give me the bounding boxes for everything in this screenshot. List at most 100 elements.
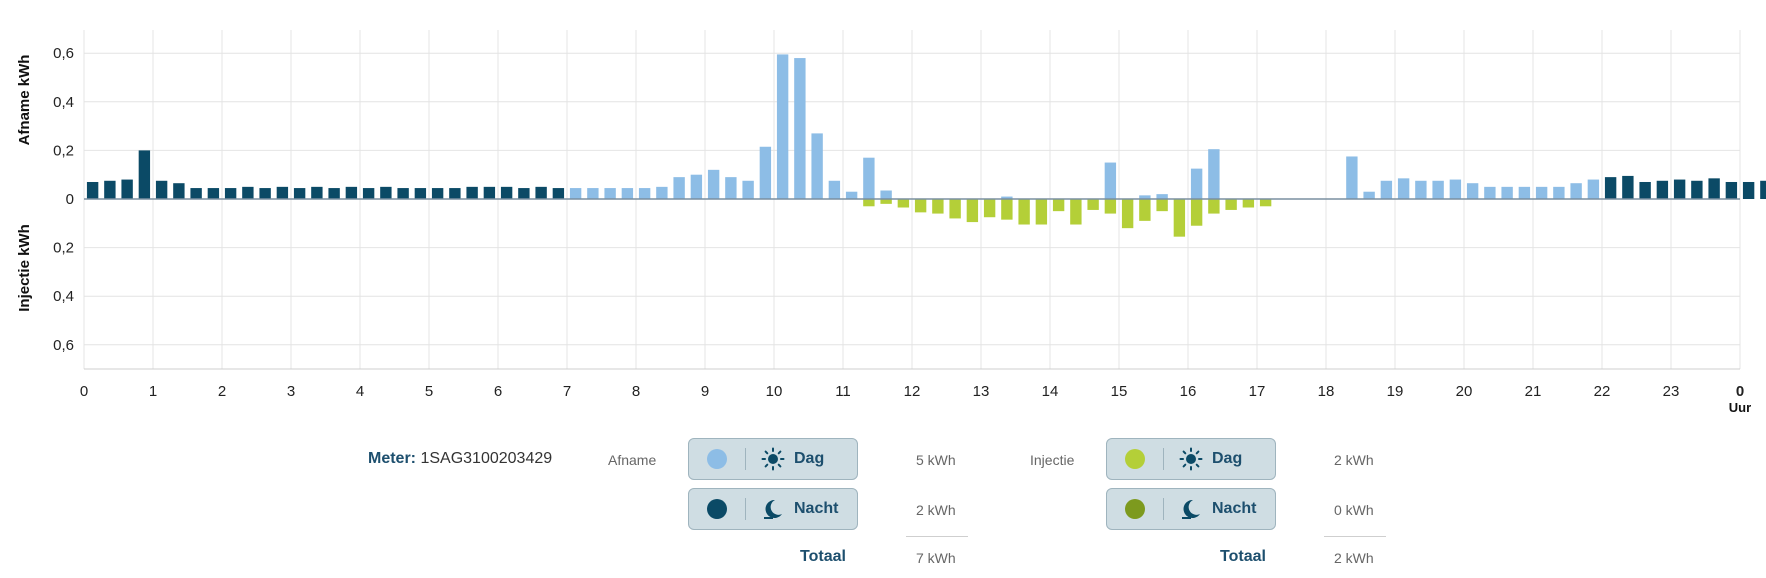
bar-afname <box>880 190 892 199</box>
x-tick-label: 4 <box>356 383 364 400</box>
bar-afname <box>707 169 720 199</box>
bar-afname <box>104 180 116 199</box>
bar-afname <box>725 177 737 199</box>
meter-label: Meter: <box>368 450 417 467</box>
x-tick-label: 22 <box>1594 383 1611 400</box>
pill-divider <box>745 448 746 470</box>
bar-injectie <box>1001 199 1013 220</box>
bar-afname <box>449 188 461 199</box>
bar-afname <box>190 188 202 199</box>
bar-injectie <box>1104 199 1117 214</box>
bar-afname <box>828 180 841 199</box>
bar-afname <box>311 186 323 199</box>
bar-afname <box>86 181 99 199</box>
bar-afname <box>1415 180 1427 199</box>
afname-label: Afname <box>608 452 657 468</box>
x-tick-label: 0 <box>1736 383 1744 400</box>
bar-afname <box>621 188 634 199</box>
x-tick-label: 14 <box>1042 383 1059 400</box>
x-tick-label: 0 <box>80 383 88 400</box>
bar-injectie <box>1242 199 1255 208</box>
bar-injectie <box>914 199 927 213</box>
x-tick-label: 5 <box>425 383 433 400</box>
bar-afname <box>1725 181 1738 199</box>
bar-afname <box>742 180 754 199</box>
injectie-nacht-dot <box>1125 499 1145 519</box>
bar-afname <box>207 188 220 199</box>
x-tick-label: 2 <box>218 383 226 400</box>
bar-afname <box>1604 177 1617 199</box>
bar-afname <box>1449 179 1462 199</box>
bar-afname <box>138 150 151 199</box>
chart-bars <box>86 54 1766 237</box>
y-tick-label: 0,6 <box>53 45 74 62</box>
bar-afname <box>1708 178 1720 199</box>
x-tick-label: 15 <box>1111 383 1128 400</box>
x-tick-label: 17 <box>1249 383 1266 400</box>
x-tick-label: 1 <box>149 383 157 400</box>
bar-afname <box>1639 181 1651 199</box>
injectie-nacht-toggle[interactable]: Nacht <box>1106 488 1276 530</box>
meter-info: Meter: 1SAG3100203429 <box>368 450 552 468</box>
bar-afname <box>863 157 875 199</box>
bar-afname <box>1363 191 1375 199</box>
meter-value: 1SAG3100203429 <box>420 450 553 467</box>
bar-afname <box>1673 179 1686 199</box>
bar-injectie <box>1018 199 1030 225</box>
bar-injectie <box>1208 199 1220 214</box>
bar-afname <box>345 186 358 199</box>
bar-afname <box>587 188 599 199</box>
afname-totaal-value: 7 kWh <box>916 550 956 566</box>
bar-injectie <box>1225 199 1237 210</box>
afname-nacht-toggle[interactable]: Nacht <box>688 488 858 530</box>
bar-afname <box>1190 168 1203 199</box>
x-tick-label: 11 <box>835 383 851 400</box>
bar-injectie <box>932 199 944 214</box>
bar-afname <box>242 186 254 199</box>
bar-injectie <box>863 199 875 207</box>
bar-afname <box>1587 179 1600 199</box>
y-tick-label: 0 <box>66 191 74 208</box>
bar-afname <box>690 174 703 199</box>
bar-injectie <box>949 199 961 219</box>
bar-afname <box>1742 181 1755 199</box>
bar-afname <box>1622 175 1634 199</box>
y-axis-title-afname: Afname kWh <box>16 55 33 146</box>
bar-injectie <box>1259 199 1272 207</box>
afname-nacht-dot <box>707 499 727 519</box>
afname-dag-dot <box>707 449 727 469</box>
bar-afname <box>1001 196 1013 199</box>
pill-divider <box>1163 498 1164 520</box>
injectie-totaal-label: Totaal <box>1220 548 1266 565</box>
bar-afname <box>1553 186 1565 199</box>
bar-injectie <box>1070 199 1082 225</box>
bar-afname <box>397 188 409 199</box>
y-tick-label: 0,6 <box>53 337 74 354</box>
x-tick-label: 10 <box>766 383 783 400</box>
x-tick-labels: 0 1 2 3 4 5 6 7 8 9 10 11 12 13 14 15 16 17 18 19 20 21 22 23 0 <box>80 383 1744 400</box>
afname-nacht-label: Nacht <box>794 500 839 517</box>
bar-afname <box>794 58 806 200</box>
afname-dag-label: Dag <box>794 450 825 467</box>
moon-icon <box>1178 496 1204 522</box>
pill-divider <box>745 498 746 520</box>
afname-total-divider <box>906 536 968 537</box>
y-tick-label: 0,4 <box>53 94 74 111</box>
bar-afname <box>362 188 375 199</box>
afname-dag-toggle[interactable]: Dag <box>688 438 858 480</box>
bar-afname <box>1535 186 1548 199</box>
bar-afname <box>1691 180 1703 199</box>
injectie-dag-toggle[interactable]: Dag <box>1106 438 1276 480</box>
bar-injectie <box>1035 199 1048 225</box>
energy-chart: 0,60,40,200,20,40,6 0 1 2 3 4 5 6 7 8 9 10 11 12 13 14… <box>16 30 1766 415</box>
x-tick-label: 19 <box>1387 383 1404 400</box>
x-tick-label: 18 <box>1318 383 1335 400</box>
bar-afname <box>380 186 392 199</box>
y-tick-labels: 0,6 0,4 0,2 0 0,2 0,4 0,6 <box>53 45 74 354</box>
x-tick-label: 3 <box>287 383 295 400</box>
y-tick-label: 0,2 <box>53 240 74 257</box>
bar-injectie <box>897 199 910 208</box>
bar-afname <box>276 186 289 199</box>
bar-injectie <box>983 199 996 218</box>
x-tick-label: 20 <box>1456 383 1473 400</box>
